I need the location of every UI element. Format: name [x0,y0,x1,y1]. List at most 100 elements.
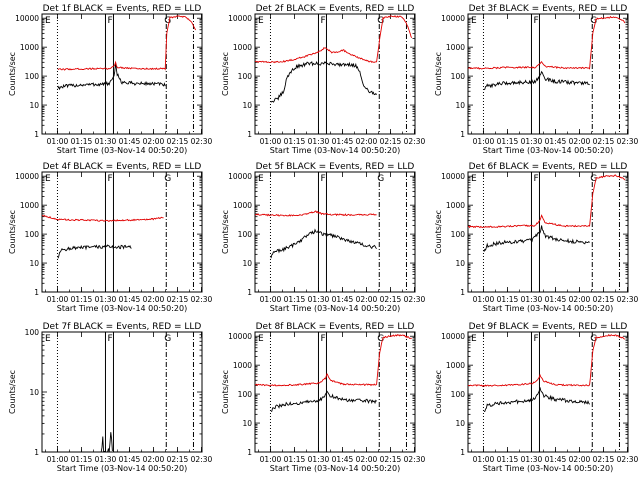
x-axis-label: Start Time (03-Nov-14 00:50:20) [483,146,613,155]
y-tick-label: 1 [34,130,39,139]
panel-6: Det 6f BLACK = Events, RED = LLD 1 10 100 10… [434,162,639,313]
y-tick-label: 10000 [441,332,465,341]
y-tick-label: 10 [455,259,465,268]
x-tick-label: 02:30 [404,295,426,304]
panel-title: Det 2f BLACK = Events, RED = LLD [256,4,415,14]
x-tick-label: 02:00 [569,455,591,464]
x-tick-label: 01:30 [308,295,330,304]
x-tick-label: 02:00 [356,137,378,146]
y-tick-label: 10 [455,101,465,110]
plot-frame [254,171,416,293]
marker-letter-g: G [164,16,171,26]
plot-frame [254,13,416,135]
panel-title: Det 4f BLACK = Events, RED = LLD [43,162,202,172]
marker-letter-g: G [590,174,597,184]
x-tick-label: 01:00 [260,137,282,146]
x-tick-label: 02:30 [617,295,639,304]
y-tick-label: 1000 [446,201,465,210]
y-axis-label: Counts/sec [8,370,17,414]
marker-letter-g: G [164,334,171,344]
panel-1: Det 1f BLACK = Events, RED = LLD 1 10 100 10… [8,4,213,155]
x-tick-label: 01:30 [521,137,543,146]
y-axis-label: Counts/sec [221,210,230,254]
y-tick-label: 10 [242,101,252,110]
y-axis-label: Counts/sec [8,210,17,254]
y-tick-label: 1 [247,288,252,297]
x-tick-label: 02:30 [617,455,639,464]
marker-letter-f: F [107,16,112,26]
plot-frame [467,13,629,135]
x-axis-label: Start Time (03-Nov-14 00:50:20) [57,146,187,155]
x-tick-label: 02:00 [356,455,378,464]
x-tick-label: 02:00 [569,295,591,304]
x-tick-label: 01:15 [71,137,93,146]
x-tick-label: 01:00 [473,455,495,464]
x-tick-label: 02:00 [143,455,165,464]
marker-letter-e: E [45,174,51,184]
y-tick-label: 10000 [228,172,252,181]
x-tick-label: 02:15 [593,295,615,304]
marker-letter-e: E [258,16,264,26]
series-line-lld [468,15,626,70]
x-tick-label: 02:15 [380,295,402,304]
x-tick-label: 01:00 [260,295,282,304]
y-axis-label: Counts/sec [434,370,443,414]
series-line-events [270,228,377,259]
x-tick-label: 02:00 [143,295,165,304]
series-line-lld [42,214,164,222]
marker-letter-e: E [471,174,477,184]
y-tick-label: 100 [238,390,253,399]
x-tick-label: 01:30 [308,137,330,146]
marker-letter-g: G [164,174,171,184]
x-tick-label: 02:15 [593,455,615,464]
series-line-lld [255,210,377,217]
x-tick-label: 01:45 [332,137,354,146]
y-tick-label: 100 [25,230,40,239]
series-line-lld [255,334,412,387]
x-axis-label: Start Time (03-Nov-14 00:50:20) [57,304,187,313]
y-tick-label: 10000 [15,14,39,23]
y-tick-label: 1 [34,288,39,297]
panel-9: Det 9f BLACK = Events, RED = LLD 1 10 100 10… [434,322,639,473]
y-tick-label: 10 [455,419,465,428]
x-tick-label: 01:15 [284,455,306,464]
y-tick-label: 10000 [15,172,39,181]
series-line-events [270,60,377,103]
y-axis-label: Counts/sec [434,52,443,96]
series-line-events [57,62,166,91]
x-tick-label: 01:15 [71,455,93,464]
x-tick-label: 01:15 [497,295,519,304]
marker-letter-e: E [45,16,51,26]
marker-letter-f: F [320,334,325,344]
y-axis-label: Counts/sec [434,210,443,254]
y-tick-label: 100 [451,230,466,239]
y-tick-label: 1 [460,288,465,297]
y-tick-label: 1 [460,130,465,139]
x-tick-label: 01:45 [332,455,354,464]
y-tick-label: 1 [460,448,465,457]
x-tick-label: 01:00 [473,295,495,304]
marker-letter-g: G [590,334,597,344]
marker-letter-e: E [258,174,264,184]
x-tick-label: 02:00 [356,295,378,304]
x-tick-label: 02:15 [167,295,189,304]
x-tick-label: 02:00 [143,137,165,146]
x-axis-label: Start Time (03-Nov-14 00:50:20) [483,464,613,473]
y-tick-label: 100 [25,328,40,337]
marker-letter-f: F [320,16,325,26]
x-tick-label: 02:30 [191,295,213,304]
series-line-events [483,225,590,252]
x-tick-label: 01:00 [47,137,69,146]
plot-frame [467,331,629,453]
y-tick-label: 100 [451,72,466,81]
x-tick-label: 01:15 [71,295,93,304]
y-tick-label: 10 [242,419,252,428]
x-tick-label: 01:45 [119,455,141,464]
x-tick-label: 02:30 [617,137,639,146]
x-axis-label: Start Time (03-Nov-14 00:50:20) [483,304,613,313]
panel-title: Det 6f BLACK = Events, RED = LLD [469,162,628,172]
plot-frame [41,331,203,453]
marker-letter-g: G [377,174,384,184]
x-axis-label: Start Time (03-Nov-14 00:50:20) [270,304,400,313]
series-line-events [100,432,113,452]
